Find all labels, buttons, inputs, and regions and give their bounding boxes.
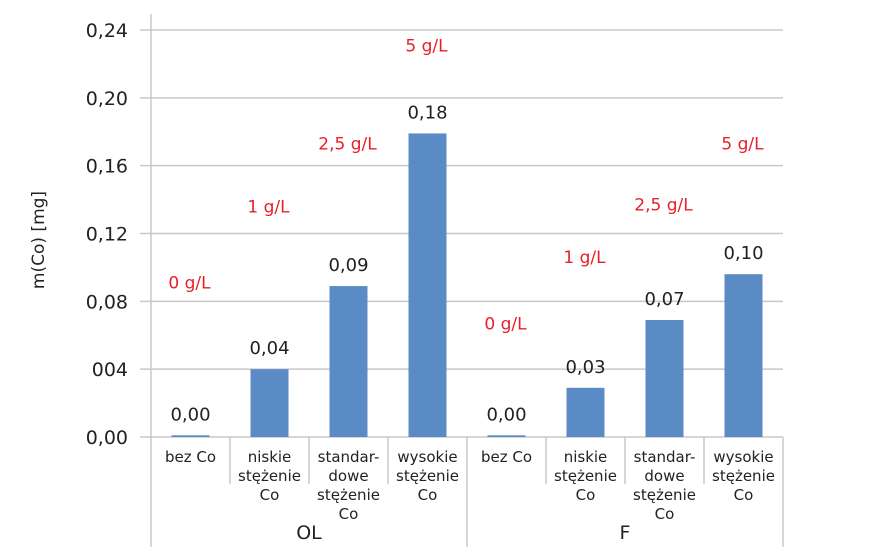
x-tick-label: standar- (634, 448, 696, 466)
y-tick-label: 004 (92, 359, 128, 381)
y-tick-label: 0,00 (86, 427, 128, 449)
group-label: OL (296, 522, 322, 544)
x-tick-label: wysokie (397, 448, 457, 466)
data-label: 0,03 (565, 357, 605, 378)
data-label: 0,10 (723, 243, 763, 264)
x-tick-label: niskie (248, 448, 292, 466)
data-label: 0,18 (407, 102, 447, 123)
bar (250, 369, 289, 437)
y-tick-label: 0,12 (86, 224, 128, 246)
y-tick-label: 0,24 (86, 20, 128, 42)
data-label: 0,00 (486, 404, 526, 425)
x-tick-label: stężenie (238, 467, 301, 485)
x-tick-label: stężenie (633, 486, 696, 504)
x-tick-label: Co (418, 486, 438, 504)
bar (566, 387, 605, 437)
x-tick-label: niskie (564, 448, 608, 466)
x-tick-label: dowe (644, 467, 684, 485)
x-tick-label: stężenie (554, 467, 617, 485)
x-tick-label: stężenie (317, 486, 380, 504)
x-tick-label: Co (734, 486, 754, 504)
data-label: 0,00 (170, 404, 210, 425)
concentration-annotation: 0 g/L (484, 314, 527, 334)
bar (487, 435, 526, 437)
x-tick-label: stężenie (396, 467, 459, 485)
y-tick-label: 0,08 (86, 291, 128, 313)
bar (171, 435, 210, 437)
concentration-annotation: 1 g/L (563, 248, 606, 268)
concentration-annotation: 5 g/L (405, 36, 448, 56)
y-axis-label: m(Co) [mg] (29, 191, 49, 289)
data-label: 0,07 (644, 289, 684, 310)
y-tick-label: 0,20 (86, 88, 128, 110)
x-tick-label: Co (576, 486, 596, 504)
x-tick-label: Co (655, 505, 675, 523)
x-tick-label: standar- (318, 448, 380, 466)
bar (724, 274, 763, 437)
group-label: F (620, 522, 631, 544)
concentration-annotation: 1 g/L (247, 197, 290, 217)
data-label: 0,09 (328, 255, 368, 276)
x-tick-label: Co (260, 486, 280, 504)
concentration-annotation: 2,5 g/L (318, 135, 377, 155)
x-tick-label: dowe (328, 467, 368, 485)
concentration-annotation: 2,5 g/L (634, 196, 693, 216)
data-label: 0,04 (249, 338, 289, 359)
bar (645, 319, 684, 437)
x-tick-label: bez Co (165, 448, 216, 466)
concentration-annotation: 5 g/L (721, 135, 764, 155)
x-tick-label: stężenie (712, 467, 775, 485)
bar (329, 286, 368, 437)
x-tick-label: bez Co (481, 448, 532, 466)
x-tick-label: Co (339, 505, 359, 523)
concentration-annotation: 0 g/L (168, 274, 211, 294)
x-tick-label: wysokie (713, 448, 773, 466)
bar (408, 133, 447, 437)
y-tick-label: 0,16 (86, 156, 128, 178)
